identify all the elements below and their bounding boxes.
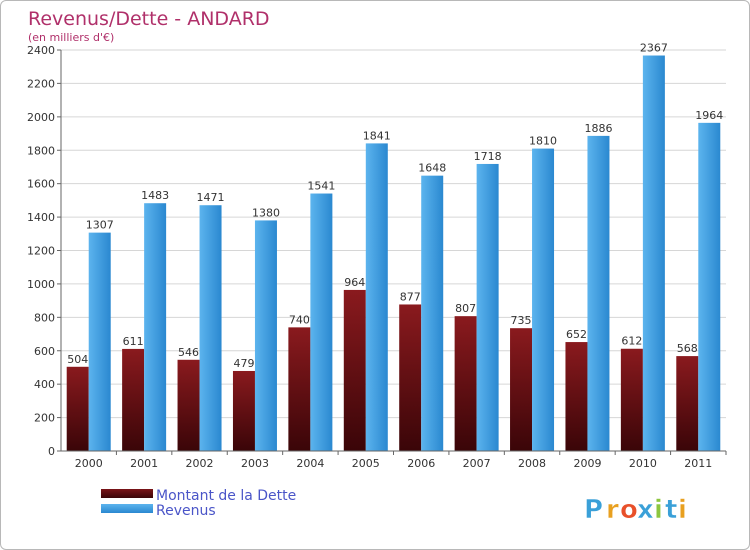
data-label-revenus: 1471 (197, 191, 225, 204)
data-label-debt: 612 (621, 335, 642, 348)
logo-letter: o (620, 495, 638, 525)
data-label-debt: 652 (566, 328, 587, 341)
x-tick-label: 2010 (629, 457, 657, 470)
data-label-debt: 877 (400, 290, 421, 303)
x-tick-label: 2007 (463, 457, 491, 470)
bar-debt (66, 366, 89, 451)
bar-revenus (310, 193, 333, 451)
bar-revenus (254, 220, 277, 451)
bar-debt (676, 356, 699, 451)
logo-letter: P (584, 495, 603, 525)
bar-debt (288, 327, 311, 451)
y-tick-label: 1800 (27, 144, 55, 157)
x-tick-label: 2011 (684, 457, 712, 470)
data-label-revenus: 1718 (474, 150, 502, 163)
data-label-revenus: 1841 (363, 129, 391, 142)
data-label-revenus: 1483 (141, 189, 169, 202)
bar-revenus (698, 122, 721, 452)
data-label-revenus: 1810 (529, 135, 557, 148)
logo-letter: i (654, 495, 663, 525)
data-label-debt: 479 (233, 357, 254, 370)
y-tick-label: 400 (34, 378, 55, 391)
bar-debt (232, 370, 255, 451)
y-tick-label: 1000 (27, 278, 55, 291)
x-tick-label: 2004 (296, 457, 324, 470)
chart-title: Revenus/Dette - ANDARD (28, 8, 270, 30)
y-tick-label: 800 (34, 311, 55, 324)
logo-letter: x (637, 495, 654, 525)
bar-debt (510, 328, 533, 451)
y-tick-label: 600 (34, 345, 55, 358)
bar-revenus (88, 232, 111, 451)
y-tick-label: 1400 (27, 211, 55, 224)
bars: 504 1307 611 1483 546 1471 479 1380 740 1541 964 18… (66, 42, 723, 452)
data-label-debt: 611 (123, 335, 144, 348)
x-tick-label: 2000 (75, 457, 103, 470)
logo-letter: r (606, 495, 619, 525)
data-label-revenus: 1307 (86, 219, 114, 232)
data-label-revenus: 1380 (252, 206, 280, 219)
y-tick-label: 1600 (27, 178, 55, 191)
logo-letter: i (678, 495, 687, 525)
x-tick-label: 2008 (518, 457, 546, 470)
bar-debt (620, 348, 643, 451)
legend-swatch-revenus (101, 504, 153, 513)
bar-revenus (365, 143, 388, 451)
y-tick-label: 0 (48, 445, 55, 458)
bar-debt (454, 316, 477, 451)
legend-label-debt: Montant de la Dette (156, 488, 296, 504)
logo-letter: t (665, 495, 677, 525)
bar-debt (177, 359, 200, 451)
data-label-revenus: 1648 (418, 162, 446, 175)
data-label-debt: 568 (677, 342, 698, 355)
data-label-debt: 807 (455, 302, 476, 315)
bar-revenus (476, 163, 499, 451)
bar-revenus (642, 55, 665, 452)
x-tick-label: 2002 (186, 457, 214, 470)
legend: Montant de la Dette Revenus (101, 488, 296, 519)
bar-revenus (587, 135, 610, 451)
y-tick-label: 2400 (27, 44, 55, 57)
data-label-debt: 964 (344, 276, 365, 289)
x-tick-label: 2009 (573, 457, 601, 470)
bar-debt (399, 304, 422, 451)
y-tick-label: 1200 (27, 245, 55, 258)
x-tick-label: 2006 (407, 457, 435, 470)
bar-revenus (144, 203, 167, 451)
bar-revenus (532, 148, 555, 451)
x-tick-label: 2005 (352, 457, 380, 470)
bar-debt (122, 348, 145, 451)
y-axis: 0 200 400 600 800 1000 1200 1400 1600 1800 2000 220… (27, 44, 62, 458)
data-label-revenus: 1886 (584, 122, 612, 135)
bar-revenus (199, 205, 222, 451)
x-tick-label: 2003 (241, 457, 269, 470)
y-tick-label: 2200 (27, 77, 55, 90)
chart-subtitle: (en milliers d'€) (28, 31, 114, 44)
data-label-revenus: 2367 (640, 42, 668, 55)
x-tick-label: 2001 (130, 457, 158, 470)
legend-swatch-debt (101, 489, 153, 498)
data-label-revenus: 1541 (307, 180, 335, 193)
data-label-revenus: 1964 (695, 109, 723, 122)
gridlines (61, 49, 726, 452)
y-tick-label: 2000 (27, 111, 55, 124)
x-axis: 2000 2001 2002 2003 2004 2005 2006 2007 2008 2009… (61, 450, 727, 470)
data-label-debt: 735 (511, 314, 532, 327)
bar-debt (565, 342, 588, 451)
data-label-debt: 740 (289, 313, 310, 326)
data-label-debt: 546 (178, 346, 199, 359)
bar-debt (343, 289, 366, 451)
data-label-debt: 504 (67, 353, 88, 366)
bar-revenus (421, 175, 444, 451)
y-tick-label: 200 (34, 412, 55, 425)
legend-label-revenus: Revenus (156, 503, 216, 519)
